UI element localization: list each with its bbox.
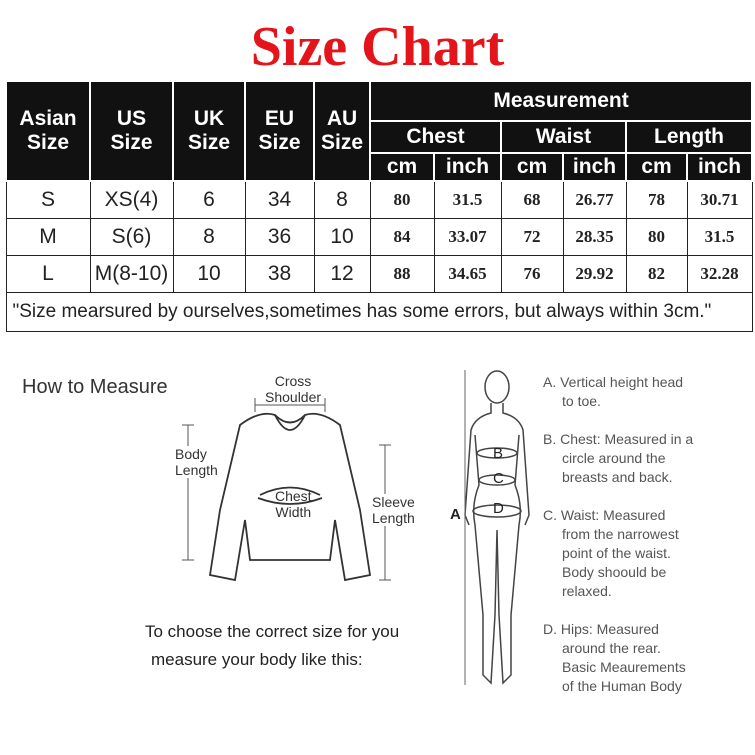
table-cell: 31.5 [433,180,502,219]
header-inch: inch [433,152,502,182]
table-cell: 78 [625,180,688,219]
header-inch: inch [685,152,754,182]
table-cell: S(6) [89,218,174,256]
header-length: Length [624,120,754,154]
table-cell: 29.92 [562,255,627,293]
table-cell: 32.28 [686,255,753,293]
table-cell: 31.5 [686,218,753,256]
cross-shoulder-label: Cross Shoulder [265,373,322,405]
description-line: point of the waist. [562,545,671,561]
table-cell: 8 [313,180,371,219]
header-inch: inch [562,152,627,182]
table-row: L M(8-10) 10 38 12 88 34.65 76 29.92 82 32.28 [5,255,753,293]
choose-size-text: To choose the correct size for you measu… [145,622,400,669]
measure-description: A. Vertical height head to toe. [543,373,683,411]
table-cell: M(8-10) [89,255,174,293]
description-line: from the narrowest [562,526,679,542]
size-note: "Size mearsured by ourselves,sometimes h… [5,292,753,332]
description-line: D. Hips: Measured [543,621,659,637]
chest-width-label: Chest Width [275,488,312,520]
description-line: Body shoould be [562,564,667,580]
table-cell: 68 [500,180,564,219]
table-row: M S(6) 8 36 10 84 33.07 72 28.35 80 31.5 [5,218,753,256]
header-cm: cm [500,152,564,182]
shirt-diagram [182,398,391,582]
table-cell: M [5,218,91,256]
table-cell: L [5,255,91,293]
measure-description: B. Chest: Measured in a circle around the… [543,430,693,487]
description-line: B. Chest: Measured in a [543,431,694,447]
table-cell: S [5,180,91,219]
description-line: circle around the [562,450,666,466]
description-line: Basic Meaurements [562,659,686,675]
table-cell: 10 [172,255,246,293]
description-line: relaxed. [562,583,612,599]
header-uk-size: UK Size [172,80,246,182]
size-table: Asian Size US Size UK Size EU Size AU Size Me… [5,80,754,332]
sleeve-length-label: Sleeve Length [372,494,415,526]
table-cell: 34 [244,180,315,219]
description-line: C. Waist: Measured [543,507,666,523]
measure-description: D. Hips: Measured around the rear. Basic M… [543,620,686,696]
header-au-size: AU Size [313,80,371,182]
header-asian-size: Asian Size [5,80,91,182]
table-row: S XS(4) 6 34 8 80 31.5 68 26.77 78 30.71 [5,180,753,219]
table-cell: 33.07 [433,218,502,256]
table-cell: 72 [500,218,564,256]
header-cm: cm [625,152,688,182]
body-letter-c: C [493,470,504,487]
body-letter-a: A [450,506,461,523]
description-line: A. Vertical height head [543,374,684,390]
table-cell: 84 [369,218,435,256]
body-figure-diagram [464,370,530,685]
table-cell: 34.65 [433,255,502,293]
header-chest: Chest [369,120,502,154]
table-cell: 30.71 [686,180,753,219]
description-line: of the Human Body [562,678,682,694]
header-waist: Waist [500,120,627,154]
body-letter-b: B [493,445,504,462]
table-cell: 36 [244,218,315,256]
header-cm: cm [369,152,435,182]
body-length-label: Body Length [175,446,218,478]
table-cell: 6 [172,180,246,219]
how-to-measure-heading: How to Measure [22,376,168,398]
table-cell: 10 [313,218,371,256]
description-line: around the rear. [562,640,661,656]
page-title: Size Chart [250,16,505,78]
table-cell: XS(4) [89,180,174,219]
table-cell: 26.77 [562,180,627,219]
table-cell: 76 [500,255,564,293]
table-cell: 8 [172,218,246,256]
measure-description: C. Waist: Measured from the narrowest poin… [543,506,679,601]
table-cell: 82 [625,255,688,293]
table-cell: 38 [244,255,315,293]
header-us-size: US Size [89,80,174,182]
table-cell: 80 [369,180,435,219]
header-eu-size: EU Size [244,80,315,182]
table-cell: 88 [369,255,435,293]
body-letter-d: D [493,500,504,517]
table-cell: 28.35 [562,218,627,256]
description-line: to toe. [562,393,601,409]
table-cell: 12 [313,255,371,293]
table-cell: 80 [625,218,688,256]
header-measurement: Measurement [368,80,754,122]
description-line: breasts and back. [562,469,673,485]
